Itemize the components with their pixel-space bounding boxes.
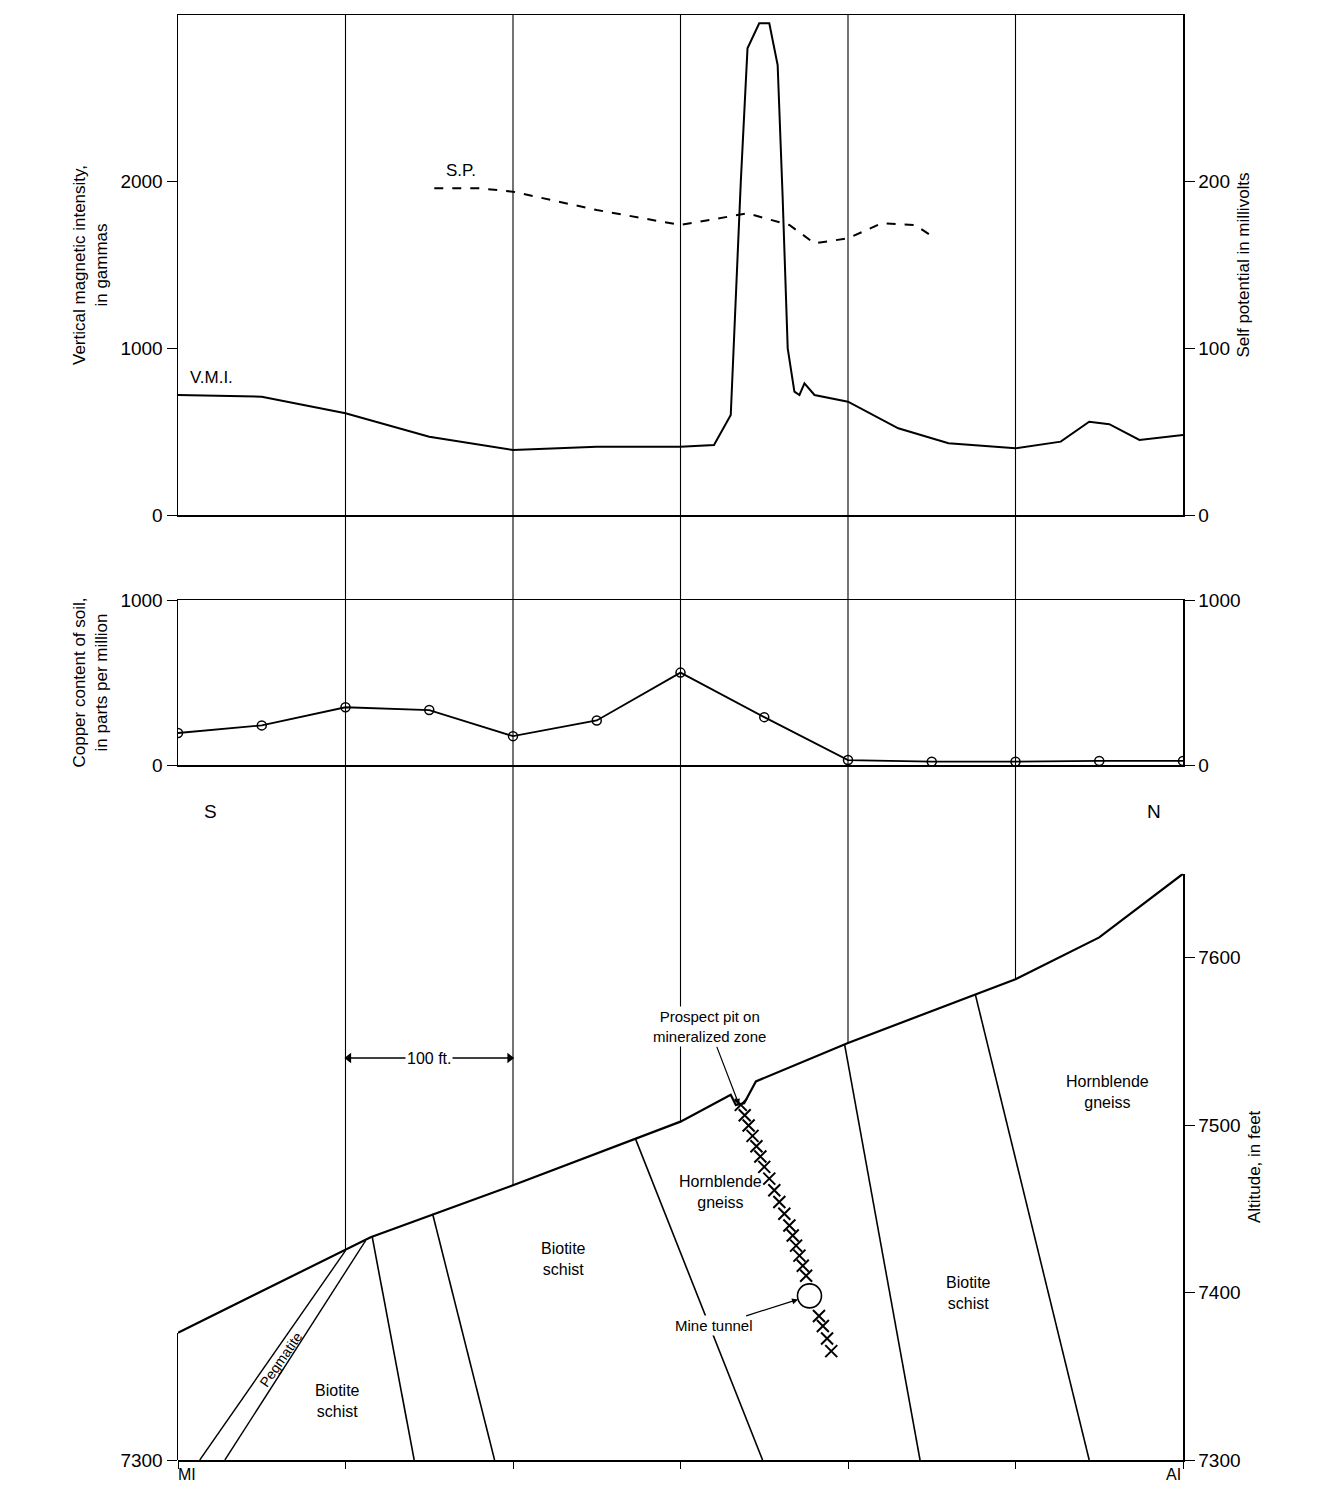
svg-text:1000: 1000: [120, 338, 162, 359]
svg-text:Biotiteschist: Biotiteschist: [541, 1240, 586, 1278]
svg-text:Biotiteschist: Biotiteschist: [946, 1274, 991, 1312]
svg-text:S: S: [204, 801, 217, 822]
svg-text:7300: 7300: [1198, 1450, 1240, 1471]
svg-text:Copper content of soil,in part: Copper content of soil,in parts per mill…: [70, 597, 111, 767]
svg-text:100: 100: [1198, 338, 1230, 359]
svg-text:7400: 7400: [1198, 1282, 1240, 1303]
svg-text:N: N: [1147, 801, 1161, 822]
svg-text:0: 0: [152, 505, 163, 526]
svg-text:1000: 1000: [120, 590, 162, 611]
svg-text:Self potential in millivolts: Self potential in millivolts: [1234, 172, 1253, 357]
svg-text:Altitude, in feet: Altitude, in feet: [1245, 1110, 1264, 1223]
svg-text:1000: 1000: [1198, 590, 1240, 611]
svg-text:0: 0: [1198, 755, 1209, 776]
svg-text:S.P.: S.P.: [446, 161, 476, 180]
svg-text:Vertical magnetic intensity,in: Vertical magnetic intensity,in gammas: [70, 165, 111, 365]
svg-text:100 ft.: 100 ft.: [407, 1050, 451, 1067]
svg-text:0: 0: [1198, 505, 1209, 526]
svg-text:2000: 2000: [120, 171, 162, 192]
svg-text:Prospect pit onmineralized zon: Prospect pit onmineralized zone: [653, 1008, 766, 1045]
svg-text:7600: 7600: [1198, 947, 1240, 968]
svg-text:Pegmatite: Pegmatite: [256, 1329, 305, 1390]
svg-text:7500: 7500: [1198, 1115, 1240, 1136]
svg-text:MI: MI: [178, 1466, 196, 1483]
svg-text:V.M.I.: V.M.I.: [190, 368, 233, 387]
svg-text:200: 200: [1198, 171, 1230, 192]
svg-text:Biotiteschist: Biotiteschist: [315, 1382, 360, 1420]
svg-text:0: 0: [152, 755, 163, 776]
svg-text:Mine tunnel: Mine tunnel: [675, 1317, 753, 1334]
svg-text:Hornblendegneiss: Hornblendegneiss: [679, 1173, 762, 1211]
svg-text:AI: AI: [1166, 1466, 1181, 1483]
svg-text:7300: 7300: [120, 1450, 162, 1471]
svg-text:Hornblendegneiss: Hornblendegneiss: [1066, 1073, 1149, 1111]
